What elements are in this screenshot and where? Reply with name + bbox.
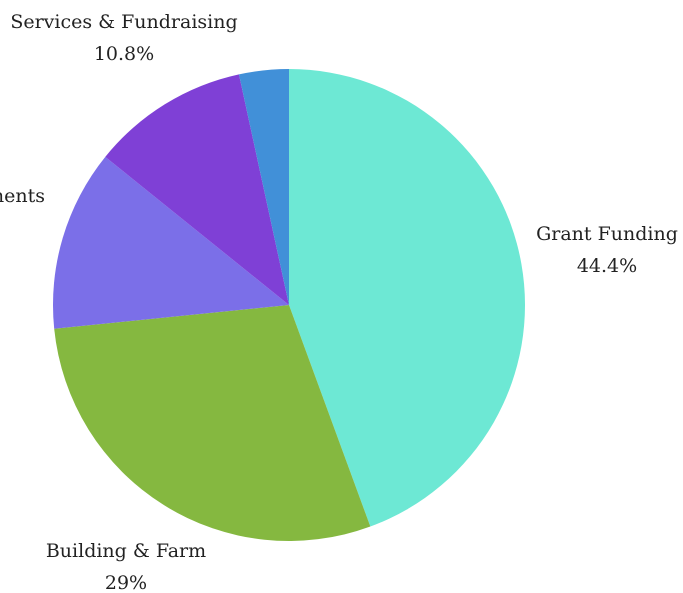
pie-slice-building-and-farm [54, 305, 371, 542]
slice-label-services-and-fundraising: Services & Fundraising [10, 11, 237, 33]
pie-slice-investments [52, 156, 290, 329]
slice-label-investments: Investments [0, 185, 45, 207]
pie-slice-grant-funding [289, 69, 526, 527]
slice-value-services-and-fundraising: 10.8% [94, 43, 154, 65]
pie-slices [52, 69, 526, 542]
slice-value-building-and-farm: 29% [105, 572, 147, 593]
slice-label-grant-funding: Grant Funding [536, 223, 678, 245]
slice-labels: Grant Funding 44.4% Building & Farm 29% Inve… [0, 11, 678, 593]
slice-label-building-and-farm: Building & Farm [46, 540, 206, 562]
slice-value-grant-funding: 44.4% [577, 255, 637, 277]
pie-slice-services-and-fundraising [105, 74, 289, 305]
pie-slice-slice-4 [238, 69, 289, 305]
